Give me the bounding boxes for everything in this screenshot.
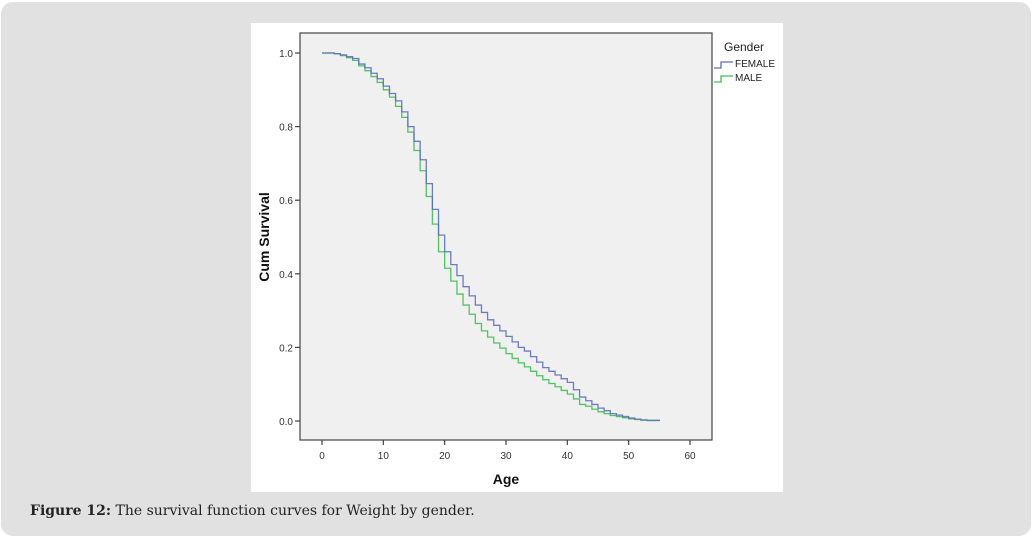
legend-title: Gender <box>724 40 764 54</box>
x-tick-label: 40 <box>562 451 574 462</box>
y-tick-label: 0.0 <box>279 417 293 428</box>
series-line-male <box>322 52 660 422</box>
x-tick-label: 30 <box>500 451 512 462</box>
x-tick-label: 20 <box>439 451 451 462</box>
series-line-female <box>322 52 660 421</box>
caption-label: Figure 12: <box>30 503 112 519</box>
y-axis-label: Cum Survival <box>256 192 272 281</box>
y-tick-label: 0.2 <box>279 343 293 354</box>
x-tick-label: 10 <box>378 451 390 462</box>
legend-swatch-female <box>714 61 733 69</box>
x-axis-label: Age <box>493 471 520 487</box>
x-tick-label: 0 <box>319 451 325 462</box>
plot-area <box>299 32 713 441</box>
figure-panel: 0.0 0.2 0.4 0.6 0.8 1.0 0 10 20 30 40 50 60 Cum Sur… <box>251 23 783 492</box>
survival-chart: 0.0 0.2 0.4 0.6 0.8 1.0 0 10 20 30 40 50 60 Cum Sur… <box>256 32 775 487</box>
x-tick-label: 60 <box>684 451 696 462</box>
caption-text: The survival function curves for Weight … <box>111 503 475 519</box>
figure-caption: Figure 12: The survival function curves … <box>30 503 475 519</box>
legend: Gender FEMALE MALE <box>714 40 775 84</box>
y-tick-label: 0.6 <box>279 196 293 207</box>
y-tick-label: 1.0 <box>279 49 293 60</box>
y-tick-label: 0.4 <box>279 270 293 281</box>
y-tick-label: 0.8 <box>279 123 293 134</box>
legend-label-female: FEMALE <box>735 59 775 70</box>
legend-swatch-male <box>714 75 733 83</box>
legend-label-male: MALE <box>735 73 763 84</box>
x-tick-label: 50 <box>623 451 635 462</box>
